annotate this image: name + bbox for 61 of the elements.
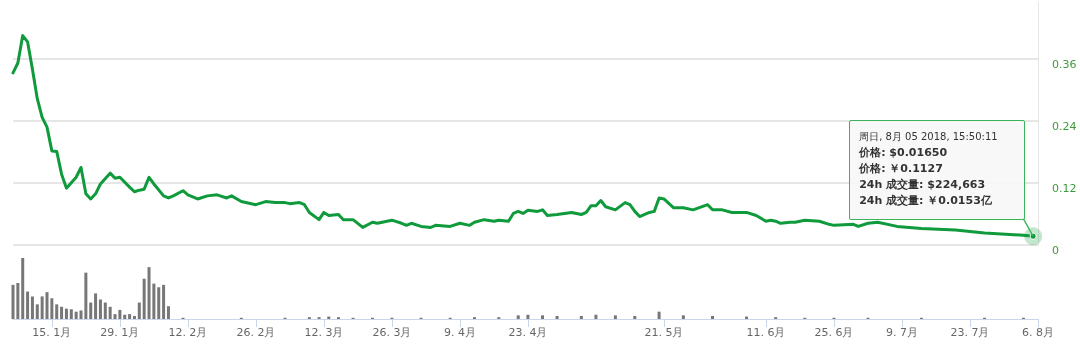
bar (108, 306, 112, 319)
bar (613, 315, 617, 319)
y-tick-label: 0 (1052, 244, 1059, 257)
bar (64, 308, 68, 319)
bar (40, 296, 44, 319)
tooltip: 周日, 8月 05 2018, 15:50:11 价格: $0.01650 价格: ￥0.1127 24h 成交量: $224,663 24h 成交量: ￥0.0153亿 (849, 120, 1026, 221)
x-tick-label: 26. 2月 (236, 326, 276, 339)
bar (157, 287, 161, 319)
y-tick-label: 0.36 (1052, 57, 1077, 71)
bar (69, 309, 73, 319)
bar (103, 302, 107, 319)
x-tick-label: 25. 6月 (814, 326, 854, 339)
bar (633, 315, 637, 319)
annotation: 周日, 8月 05 2018, 15:50:11 价格: $0.01650 价格: ￥0.1127 24h 成交量: $224,663 24h 成交量: ￥0.0153亿 (859, 130, 999, 210)
bar (132, 315, 136, 319)
bar (657, 311, 661, 319)
bar (526, 314, 530, 319)
x-tick-label: 6. 8月 (1022, 326, 1054, 339)
bar (21, 258, 25, 319)
bar (142, 278, 146, 319)
bar (541, 315, 544, 319)
bar (30, 296, 34, 319)
x-tick-label: 12. 2月 (168, 326, 208, 339)
x-tick-label: 9. 4月 (443, 326, 476, 339)
bar (94, 293, 98, 319)
bar (681, 315, 685, 319)
x-tick-label: 9. 7月 (885, 326, 918, 339)
bar (35, 304, 39, 319)
x-tick-label: 21. 5月 (644, 326, 684, 339)
bar (555, 315, 559, 319)
bar (45, 292, 49, 319)
bar (113, 314, 117, 319)
bar (60, 306, 64, 319)
bar (118, 309, 122, 319)
bar (26, 291, 30, 319)
bar (11, 284, 15, 319)
x-tick-label: 23. 4月 (508, 326, 548, 339)
bar (166, 306, 170, 319)
bar (128, 314, 132, 319)
bar (516, 315, 520, 319)
y-tick-label: 0.24 (1052, 119, 1077, 133)
bar (89, 302, 93, 319)
bar (579, 315, 583, 319)
bar (84, 272, 88, 319)
x-tick-label: 29. 1月 (100, 326, 140, 339)
x-tick-label: 23. 7月 (950, 326, 990, 339)
bar (594, 314, 598, 319)
bar (16, 283, 20, 319)
bar (162, 284, 166, 319)
x-tick-label: 11. 6月 (746, 326, 786, 339)
bar (123, 314, 127, 319)
bar (147, 267, 151, 319)
bar (711, 315, 715, 319)
y-tick-label: 0.12 (1052, 181, 1077, 195)
x-tick-label: 15. 1月 (32, 326, 72, 339)
bar (98, 299, 102, 319)
bar (137, 302, 141, 319)
x-tick-label: 12. 3月 (304, 326, 344, 339)
bar (74, 311, 78, 319)
x-tick-label: 26. 3月 (372, 326, 412, 339)
bar (55, 304, 59, 319)
